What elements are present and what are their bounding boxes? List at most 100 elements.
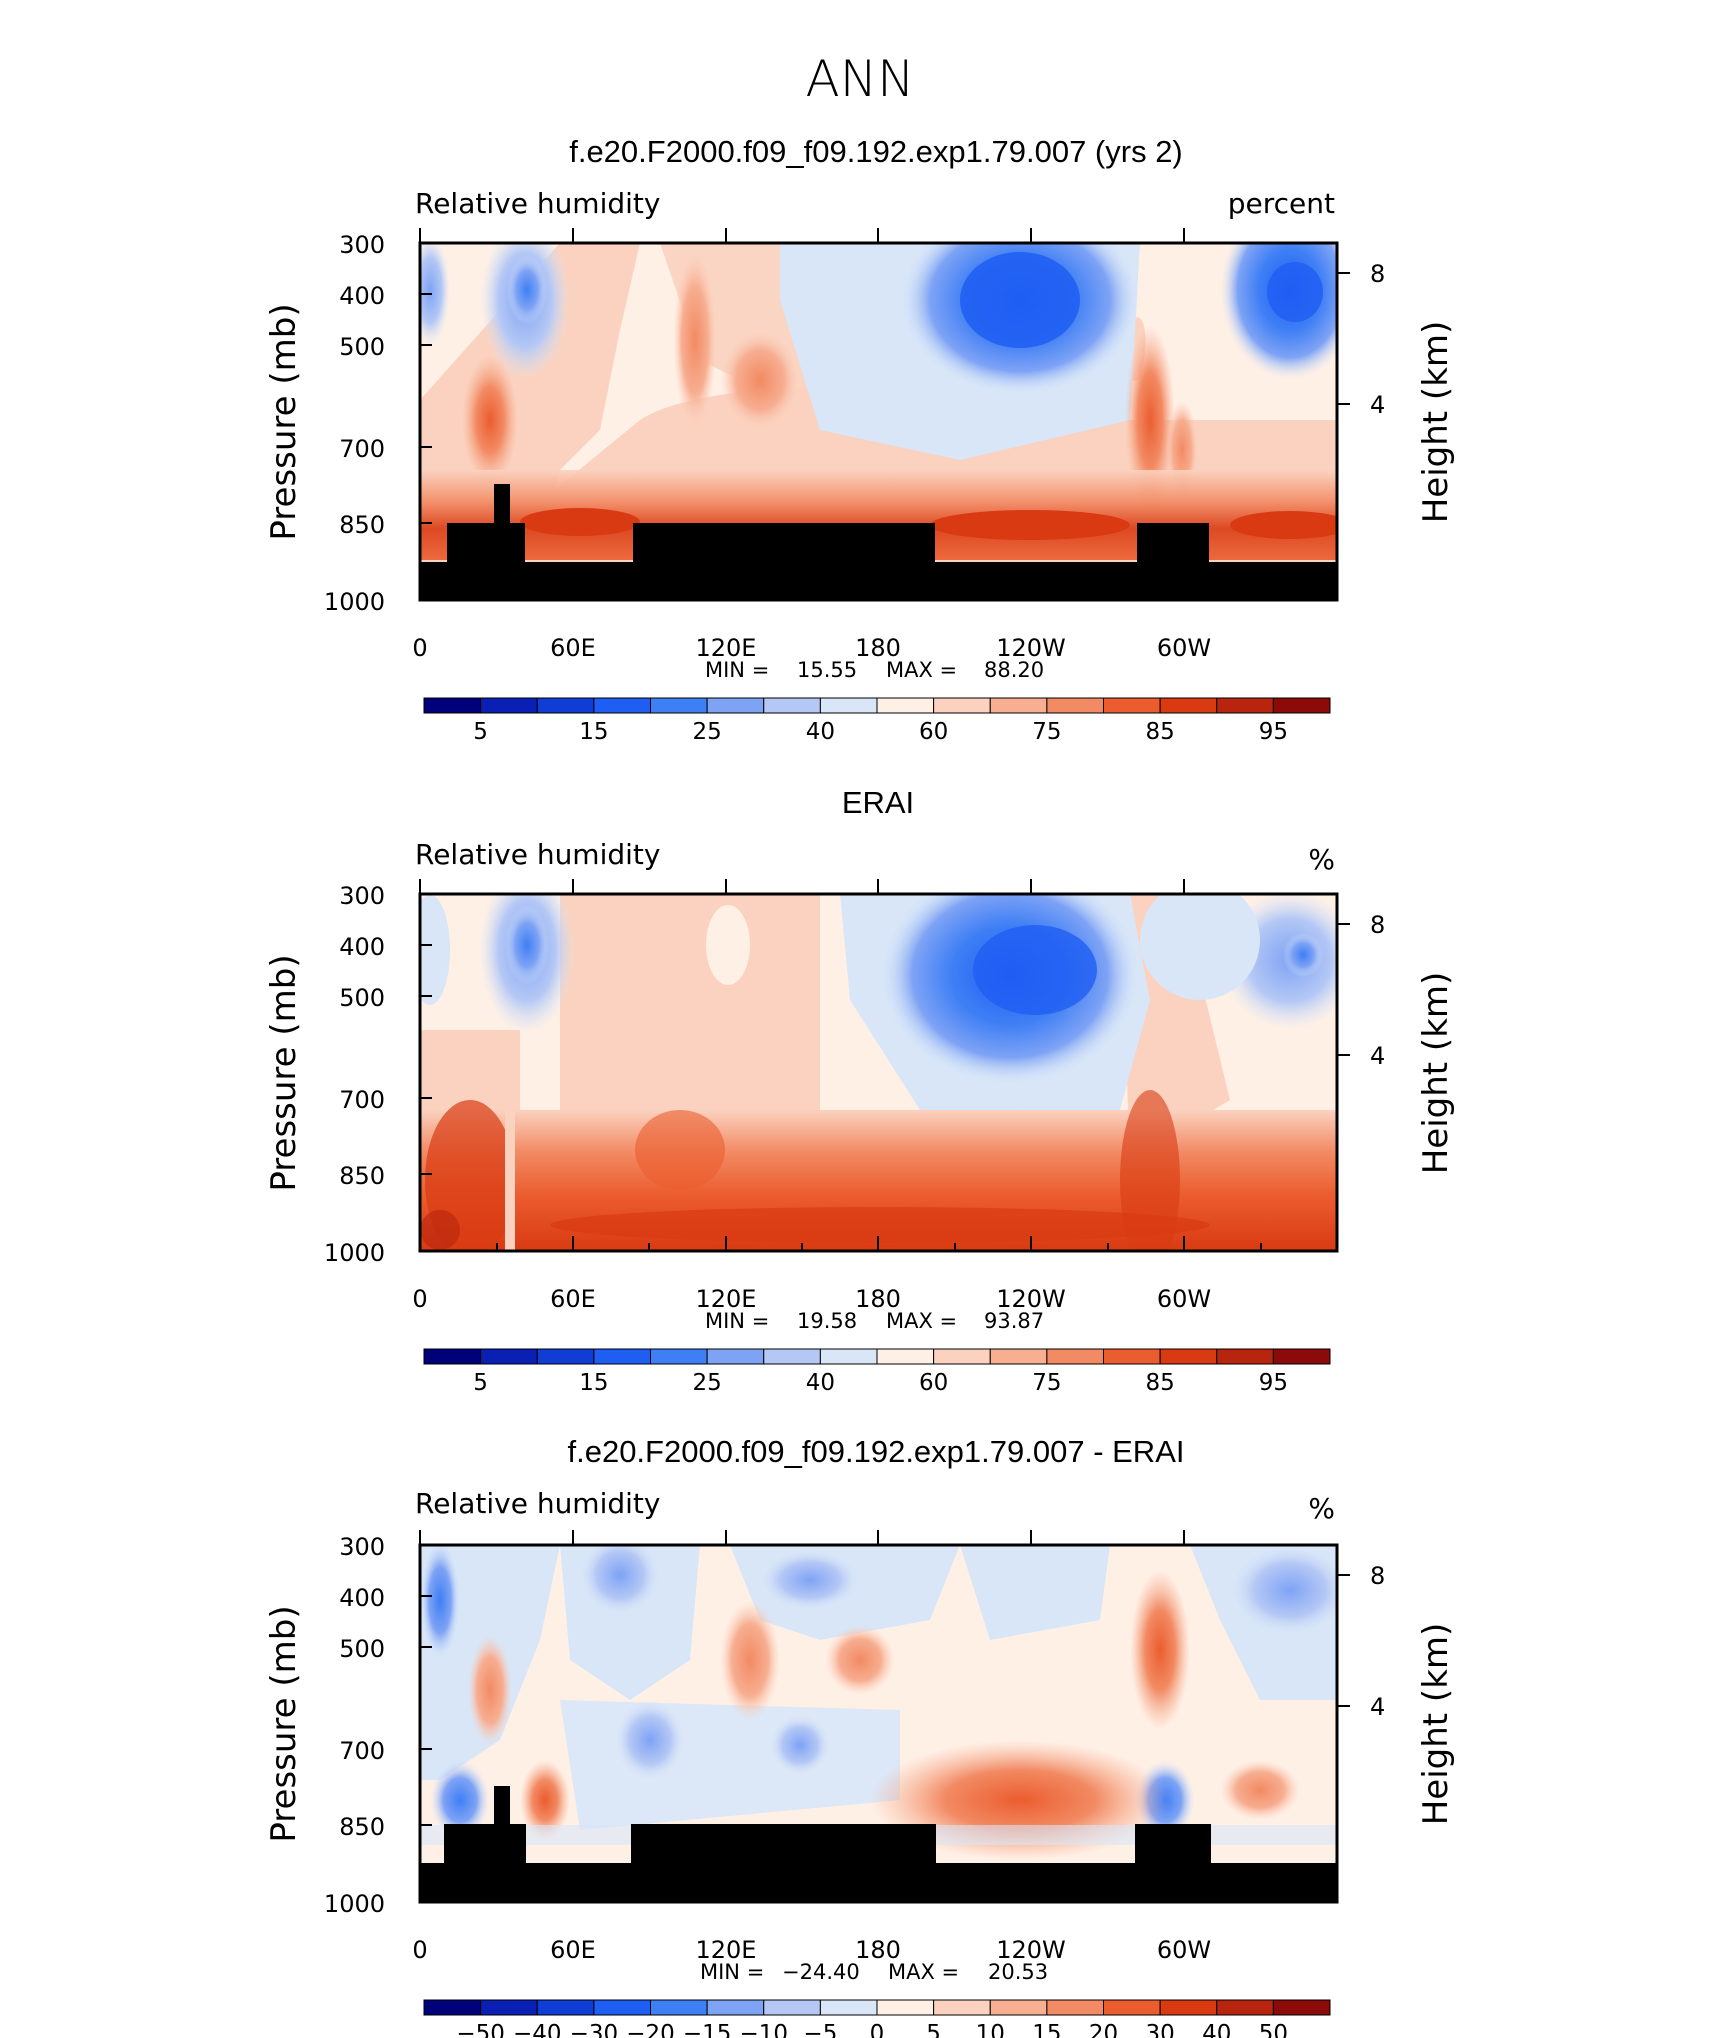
panel-1-xtick: 180 [855,634,901,662]
panel-1-right-label: percent [1228,187,1335,220]
panel-2-max-value: 93.87 [984,1309,1044,1333]
panel-1-xtick: 120W [996,634,1066,662]
panel-2-field [420,894,1337,1251]
panel-3-ytick-right: 8 [1370,1562,1385,1590]
panel-3-colorbar-label: 10 [976,2021,1005,2038]
panel-1-colorbar-label: 95 [1259,719,1288,745]
panel-3-colorbar-label: −10 [739,2021,788,2038]
panel-3-colorbar-label: −5 [803,2021,837,2038]
panel-1-yticks: 300 400 500 700 850 1000 8 4 [324,231,1385,616]
panel-3-ytick: 500 [339,1635,385,1663]
panel-1-colorbar-label: 40 [806,719,835,745]
panel-2-ytick: 300 [339,882,385,910]
panel-2-ytick-right: 4 [1370,1042,1385,1070]
panel-2-colorbar-label: 85 [1145,1370,1174,1396]
panel-3-colorbar-swatch [480,1999,538,2016]
panel-2-colorbar-swatch [480,1348,538,1365]
panel-2-ytick: 500 [339,984,385,1012]
panel-2-min-value: 19.58 [797,1309,857,1333]
panel-2-colorbar-label: 40 [806,1370,835,1396]
panel-1-terrain-a [447,523,525,563]
panel-3-colorbar-swatch [763,1999,821,2016]
panel-2-ylabel: Pressure (mb) [264,954,304,1191]
panel-1-min-value: 15.55 [797,658,857,682]
panel-3-colorbar-label: 50 [1259,2021,1288,2038]
panel-3-colorbar-label: 40 [1202,2021,1231,2038]
panel-1-colorbar-swatch [480,697,538,714]
panel-3: f.e20.F2000.f09_f09.192.exp1.79.007 - ER… [264,1434,1456,2038]
panel-2-ytick: 700 [339,1086,385,1114]
panel-1-colorbar-swatch [1216,697,1274,714]
panel-1-colorbar: 5 15 25 40 60 75 85 95 [423,697,1331,745]
panel-3-ylabel-right: Height (km) [1416,1623,1456,1826]
panel-3-colorbar-label: −50 [456,2021,505,2038]
panel-1-min-label: MIN = [705,658,769,682]
panel-3-terrain-c [1135,1824,1211,1864]
panel-3-colorbar-swatch [706,1999,765,2016]
panel-2-colorbar-swatch [1216,1348,1274,1365]
figure-title: ANN [805,50,914,108]
panel-3-ytick: 300 [339,1533,385,1561]
panel-2-colorbar-swatch [819,1348,878,1365]
panel-3-colorbar-swatch [423,1999,482,2016]
panel-2-xtick: 120W [996,1285,1066,1313]
panel-3-colorbar-swatch [819,1999,878,2016]
panel-1-left-label: Relative humidity [415,187,660,220]
panel-3-colorbar-swatch [1103,1999,1161,2016]
panel-3-colorbar-label: 5 [926,2021,941,2038]
panel-3-colorbar-swatch [989,1999,1048,2016]
panel-1-xtick: 60W [1157,634,1211,662]
panel-3-colorbar-label: −30 [570,2021,619,2038]
panel-3-ylabel: Pressure (mb) [264,1605,304,1842]
panel-3-colorbar: −50 −40 −30 −20 −15 −10 −5 0 5 10 15 20 30 40 50 [423,1999,1331,2038]
panel-1-colorbar-swatch [763,697,821,714]
panel-1-ylabel: Pressure (mb) [264,303,304,540]
panel-3-field [420,1545,1337,1902]
panel-3-ytick: 700 [339,1737,385,1765]
panel-3-xtick: 120E [696,1936,757,1964]
panel-1-colorbar-label: 5 [473,719,488,745]
panel-2-xtick: 180 [855,1285,901,1313]
panel-3-max-value: 20.53 [988,1960,1048,1984]
panel-1-stats: MIN = 15.55 MAX = 88.20 [705,658,1044,682]
panel-2-ytick: 400 [339,933,385,961]
panel-1-colorbar-swatch [819,697,878,714]
panel-1-ytick: 850 [339,511,385,539]
panel-1-colorbar-label: 60 [919,719,948,745]
panel-1-colorbar-swatch [1159,697,1218,714]
panel-1-colorbar-swatch [1272,697,1331,714]
panel-2-ylabel-right: Height (km) [1416,972,1456,1175]
panel-3-colorbar-swatch [1272,1999,1331,2016]
panel-2-colorbar-swatch [650,1348,708,1365]
panel-2-colorbar-swatch [763,1348,821,1365]
panel-2-xtick: 60W [1157,1285,1211,1313]
panel-2-xtick: 0 [412,1285,427,1313]
panel-3-colorbar-swatch [536,1999,595,2016]
panel-3-max-label: MAX = [888,1960,959,1984]
panel-3-title: f.e20.F2000.f09_f09.192.exp1.79.007 - ER… [567,1434,1184,1469]
panel-3-colorbar-label: −20 [626,2021,675,2038]
panel-1-xticks: 0 60E 120E 180 120W 60W [412,228,1262,662]
panel-1-colorbar-swatch [989,697,1048,714]
panel-1-xtick: 120E [696,634,757,662]
panel-3-xtick: 60W [1157,1936,1211,1964]
panel-3-colorbar-swatch [1046,1999,1104,2016]
panel-2-colorbar: 5 15 25 40 60 75 85 95 [423,1348,1331,1396]
panel-1-xtick: 0 [412,634,427,662]
panel-3-colorbar-label: 30 [1145,2021,1174,2038]
panel-2-colorbar-swatch [989,1348,1048,1365]
panel-1-terrain-c [1137,523,1209,563]
panel-2-stats: MIN = 19.58 MAX = 93.87 [705,1309,1044,1333]
panel-1-colorbar-label: 85 [1145,719,1174,745]
panel-3-xticks: 0 60E 120E 180 120W 60W [412,1530,1262,1964]
panel-1-colorbar-label: 75 [1032,719,1061,745]
panel-2-colorbar-label: 25 [692,1370,721,1396]
panel-1-title: f.e20.F2000.f09_f09.192.exp1.79.007 (yrs… [569,134,1183,169]
panel-3-colorbar-swatch [876,1999,935,2016]
panel-1-colorbar-swatch [1103,697,1161,714]
panel-2-title: ERAI [842,785,914,820]
panel-2-max-label: MAX = [886,1309,957,1333]
panel-2-colorbar-swatch [1046,1348,1104,1365]
panel-2-ytick: 1000 [324,1239,385,1267]
